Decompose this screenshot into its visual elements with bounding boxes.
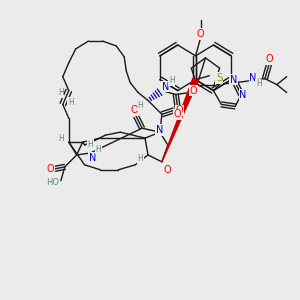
Text: O: O	[46, 164, 54, 174]
Text: O: O	[190, 85, 197, 96]
Text: H: H	[58, 88, 64, 97]
Text: H: H	[137, 101, 143, 110]
Text: N: N	[89, 153, 96, 163]
Text: HO: HO	[46, 178, 59, 187]
Text: O: O	[265, 54, 273, 64]
Text: H: H	[137, 154, 143, 164]
Text: O: O	[130, 105, 138, 116]
Text: N: N	[156, 125, 164, 135]
Text: N: N	[239, 89, 247, 100]
Text: O: O	[176, 105, 184, 116]
Text: H: H	[169, 76, 175, 85]
Text: O: O	[197, 29, 204, 39]
Text: H: H	[256, 79, 262, 88]
Text: N: N	[249, 73, 257, 83]
Text: H: H	[96, 145, 101, 154]
Text: O: O	[174, 109, 182, 119]
Text: N: N	[162, 82, 169, 92]
Text: H: H	[68, 98, 74, 107]
Text: N: N	[230, 75, 237, 85]
Text: H: H	[58, 134, 64, 142]
Text: O: O	[163, 165, 171, 175]
Polygon shape	[162, 79, 198, 162]
Text: H: H	[88, 140, 93, 148]
Text: S: S	[216, 73, 223, 83]
